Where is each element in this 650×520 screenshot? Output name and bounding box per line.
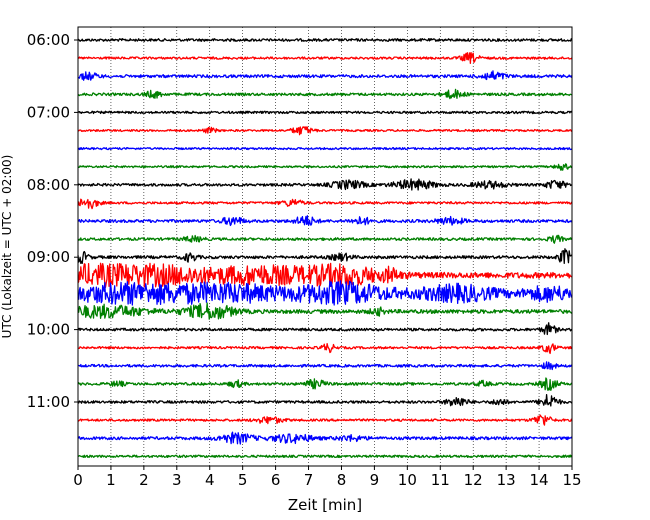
x-tick-label: 10 bbox=[398, 471, 417, 489]
y-axis-label: UTC (Lokalzeit = UTC + 02:00) bbox=[0, 155, 14, 339]
x-tick-label: 12 bbox=[464, 471, 483, 489]
x-tick-label: 2 bbox=[139, 471, 149, 489]
x-axis-ticks: 0 1 2 3 4 5 6 7 8 9 10 11 12 13 14 15 bbox=[73, 466, 582, 489]
x-tick-label: 14 bbox=[530, 471, 549, 489]
y-tick-label: 07:00 bbox=[27, 103, 70, 121]
trace-0600 bbox=[77, 38, 573, 42]
y-tick-label: 08:00 bbox=[27, 176, 70, 194]
trace-1030 bbox=[77, 361, 573, 371]
trace-1115 bbox=[77, 414, 573, 426]
x-tick-label: 3 bbox=[172, 471, 182, 489]
trace-0745 bbox=[77, 163, 573, 171]
trace-1100 bbox=[77, 394, 573, 407]
x-tick-label: 13 bbox=[497, 471, 516, 489]
x-tick-label: 1 bbox=[106, 471, 116, 489]
seismic-traces bbox=[77, 38, 573, 459]
trace-0800 bbox=[77, 178, 573, 191]
trace-0645 bbox=[77, 88, 573, 100]
trace-0630 bbox=[77, 70, 573, 81]
trace-0815 bbox=[77, 198, 573, 210]
y-axis-ticks: 06:00 07:00 08:00 09:00 10:00 11:00 bbox=[27, 31, 78, 411]
trace-0715 bbox=[77, 126, 573, 136]
x-tick-label: 8 bbox=[337, 471, 347, 489]
trace-0700 bbox=[77, 110, 573, 115]
x-tick-label: 5 bbox=[238, 471, 248, 489]
x-tick-label: 6 bbox=[271, 471, 281, 489]
y-tick-label: 11:00 bbox=[27, 393, 70, 411]
trace-0845 bbox=[77, 234, 573, 244]
trace-1015 bbox=[77, 342, 573, 355]
trace-0945 bbox=[77, 302, 573, 320]
x-tick-label: 9 bbox=[370, 471, 380, 489]
trace-1045 bbox=[77, 377, 573, 391]
y-tick-label: 10:00 bbox=[27, 321, 70, 339]
trace-0730 bbox=[77, 146, 573, 151]
x-tick-label: 4 bbox=[205, 471, 215, 489]
x-axis-label: Zeit [min] bbox=[288, 496, 362, 514]
x-tick-label: 0 bbox=[73, 471, 83, 489]
x-tick-label: 15 bbox=[562, 471, 581, 489]
plot-frame bbox=[77, 26, 573, 467]
trace-0930 bbox=[77, 280, 573, 306]
trace-1130 bbox=[77, 431, 573, 445]
trace-0615 bbox=[77, 52, 573, 65]
trace-0830 bbox=[77, 215, 573, 227]
y-tick-label: 09:00 bbox=[27, 248, 70, 266]
trace-0915 bbox=[77, 262, 573, 288]
trace-1145 bbox=[77, 454, 573, 459]
y-tick-label: 06:00 bbox=[27, 31, 70, 49]
trace-1000 bbox=[77, 322, 573, 336]
vertical-grid bbox=[110, 27, 540, 466]
x-tick-label: 7 bbox=[304, 471, 314, 489]
x-tick-label: 11 bbox=[431, 471, 450, 489]
trace-0900 bbox=[77, 248, 573, 265]
